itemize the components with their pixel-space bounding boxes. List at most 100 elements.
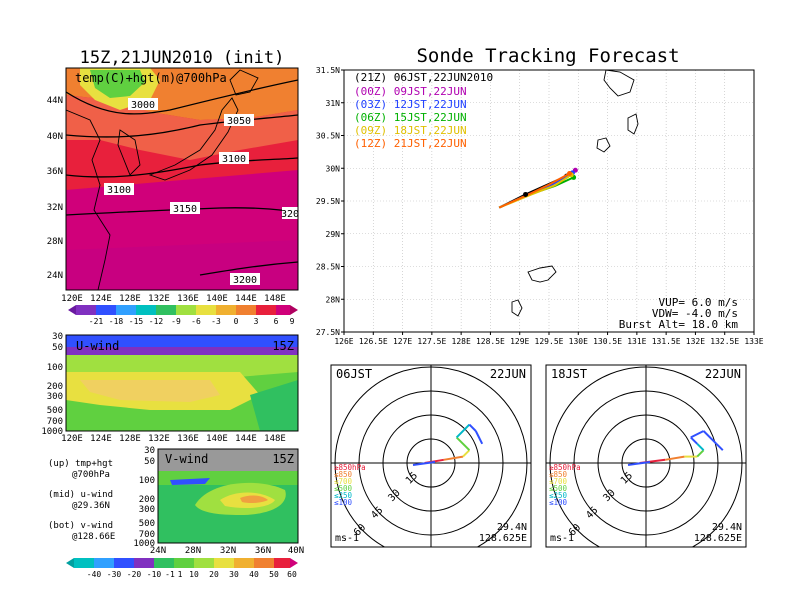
- contour-labels: 3000 3050 3100 3100 3150 3200 320: [104, 98, 298, 286]
- track-series: [498, 167, 578, 209]
- main-y-ticks: 31.5N 31N 30.5N 30N 29.5N 29N 28.5N 28N 27.5N: [316, 66, 340, 337]
- svg-text:40: 40: [249, 570, 259, 579]
- svg-text:120E: 120E: [61, 294, 83, 304]
- svg-text:50: 50: [269, 570, 279, 579]
- hodograph-lon: 128.625E: [694, 533, 742, 544]
- svg-text:1: 1: [178, 570, 183, 579]
- coastlines: [66, 69, 259, 290]
- hodograph-trace-segment: [690, 436, 698, 445]
- svg-text:36N: 36N: [255, 546, 271, 556]
- svg-text:3150: 3150: [173, 204, 197, 215]
- wind-colorbar: -40 -30 -20 -10 -1 1 10 20 30 40 50 60: [66, 558, 298, 579]
- x-tick-label: 130.5E: [593, 337, 622, 346]
- x-tick-label: 126.5E: [359, 337, 388, 346]
- svg-text:3: 3: [254, 317, 259, 326]
- svg-text:-30: -30: [107, 570, 122, 579]
- svg-text:60: 60: [287, 570, 297, 579]
- hodograph-trace-segment: [715, 443, 724, 451]
- level-legend-item: ≤100: [334, 498, 353, 507]
- y-tick-label: 28.5N: [316, 263, 340, 272]
- temp-colorbar: -21 -18 -15 -12 -9 -6 -3 0 3 6 9: [68, 305, 298, 326]
- temp-map: 3000 3050 3100 3100 3150 3200 320: [66, 68, 298, 290]
- svg-text:(bot) v-wind: (bot) v-wind: [48, 521, 113, 531]
- x-tick-label: 131E: [627, 337, 646, 346]
- svg-text:-10: -10: [147, 570, 162, 579]
- level-legend-item: ≤850: [549, 470, 568, 479]
- hodograph-unit: ms-1: [335, 533, 359, 544]
- svg-text:136E: 136E: [177, 434, 199, 444]
- svg-text:-21: -21: [89, 317, 104, 326]
- map-lon-labels: 120E 124E 128E 132E 136E 140E 144E 148E: [61, 294, 286, 304]
- panel-legend: (up) tmp+hgt @700hPa (mid) u-wind @29.36…: [48, 459, 115, 542]
- vwind-time: 15Z: [272, 452, 294, 466]
- x-tick-label: 130E: [569, 337, 588, 346]
- svg-text:10: 10: [189, 570, 199, 579]
- hodograph-time: 06JST: [336, 367, 372, 381]
- svg-text:32N: 32N: [47, 203, 63, 213]
- svg-text:500: 500: [47, 406, 63, 416]
- svg-text:140E: 140E: [206, 434, 228, 444]
- svg-text:(mid) u-wind: (mid) u-wind: [48, 490, 113, 500]
- svg-text:-3: -3: [211, 317, 221, 326]
- x-tick-label: 133E: [744, 337, 763, 346]
- svg-text:3000: 3000: [131, 100, 155, 111]
- level-legend-item: ≤100: [549, 498, 568, 507]
- level-legend-item: ≤700: [334, 477, 353, 486]
- svg-text:144E: 144E: [235, 434, 257, 444]
- svg-text:36N: 36N: [47, 167, 63, 177]
- hodograph-trace-segment: [696, 443, 705, 451]
- svg-text:144E: 144E: [235, 294, 257, 304]
- hodograph-trace-segment: [455, 423, 471, 439]
- main-title: Sonde Tracking Forecast: [416, 45, 679, 67]
- hodograph-trace-segment: [443, 455, 464, 461]
- uwind-time: 15Z: [272, 339, 294, 353]
- svg-text:-6: -6: [191, 317, 201, 326]
- height-contours: [66, 79, 298, 276]
- y-tick-label: 29.5N: [316, 197, 340, 206]
- level-legend-item: ≤250: [334, 491, 353, 500]
- svg-text:120E: 120E: [61, 434, 83, 444]
- level-legend-item: ≤500: [334, 484, 353, 493]
- x-tick-label: 132E: [686, 337, 705, 346]
- y-tick-label: 30N: [326, 164, 341, 173]
- hodograph-trace-segment: [462, 449, 471, 458]
- level-legend-item: ≥850hPa: [334, 463, 366, 472]
- svg-text:-9: -9: [171, 317, 181, 326]
- x-tick-label: 127E: [393, 337, 412, 346]
- svg-text:24N: 24N: [150, 546, 166, 556]
- level-legend-item: ≤850: [334, 470, 353, 479]
- svg-text:32N: 32N: [220, 546, 236, 556]
- x-tick-label: 126E: [334, 337, 353, 346]
- x-tick-label: 127.5E: [417, 337, 446, 346]
- svg-text:136E: 136E: [177, 294, 199, 304]
- vwind-lat-labels: 24N 28N 32N 36N 40N: [150, 546, 304, 556]
- svg-text:-12: -12: [149, 317, 164, 326]
- level-legend-item: ≤250: [549, 491, 568, 500]
- hodograph-trace-segment: [468, 423, 477, 432]
- svg-text:148E: 148E: [264, 294, 286, 304]
- y-tick-label: 27.5N: [316, 328, 340, 337]
- hodograph-trace-segment: [455, 436, 471, 451]
- svg-text:@700hPa: @700hPa: [72, 470, 110, 480]
- svg-text:100: 100: [139, 476, 155, 486]
- svg-text:128E: 128E: [119, 294, 141, 304]
- hodograph-lat: 29.4N: [712, 522, 742, 533]
- svg-text:200: 200: [139, 495, 155, 505]
- hodograph-trace-segment: [627, 461, 651, 466]
- svg-text:44N: 44N: [47, 96, 63, 106]
- hodograph-date: 22JUN: [490, 367, 526, 381]
- svg-text:30: 30: [229, 570, 239, 579]
- legend-entry-09z: (09Z) 18JST,22JUN: [354, 124, 467, 137]
- hodograph-trace-segment: [412, 461, 436, 466]
- svg-text:@29.36N: @29.36N: [72, 501, 110, 511]
- svg-text:50: 50: [52, 343, 63, 353]
- svg-text:0: 0: [234, 317, 239, 326]
- y-tick-label: 31.5N: [316, 66, 340, 75]
- legend-entry-00z: (00Z) 09JST,22JUN: [354, 85, 467, 98]
- x-tick-label: 132.5E: [710, 337, 739, 346]
- sonde-info: VUP= 6.0 m/s VDW= -4.0 m/s Burst Alt= 18…: [619, 296, 739, 331]
- main-x-ticks: 126E 126.5E 127E 127.5E 128E 128.5E 129E 129.5E…: [334, 337, 763, 346]
- y-tick-label: 28N: [326, 295, 341, 304]
- uwind-label: U-wind: [76, 339, 119, 353]
